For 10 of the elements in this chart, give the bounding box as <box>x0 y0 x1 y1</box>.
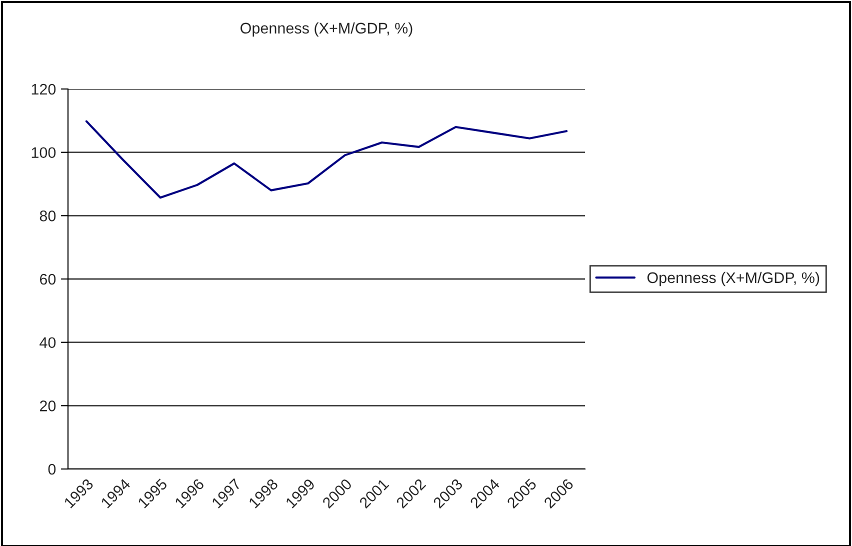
chart-title: Openness (X+M/GDP, %) <box>240 22 412 37</box>
y-tick-label: 0 <box>48 464 56 475</box>
line-series <box>85 120 568 199</box>
y-tick-label: 20 <box>40 400 56 412</box>
y-tick-label: 100 <box>32 147 56 158</box>
y-tick-label: 80 <box>40 210 56 222</box>
y-tick-label: 120 <box>32 84 56 95</box>
y-tick-label: 40 <box>40 337 56 348</box>
y-tick-label: 60 <box>40 274 56 285</box>
legend-label: Openness (X+M/GDP, %) <box>647 272 820 286</box>
